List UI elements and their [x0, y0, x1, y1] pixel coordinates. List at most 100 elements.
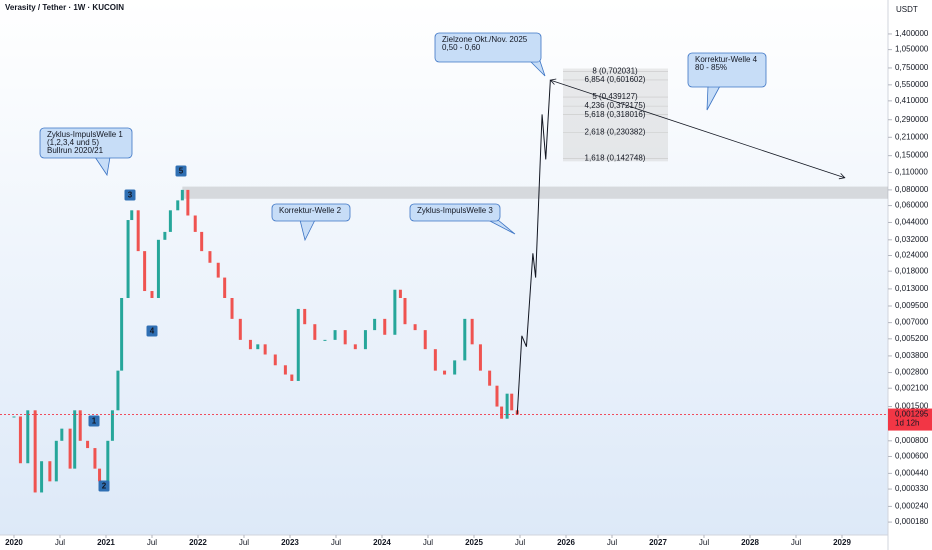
- y-tick-label: 0,005200: [895, 334, 929, 343]
- candle: [463, 318, 467, 361]
- x-tick-label: Jul: [699, 538, 709, 547]
- x-tick-label: Jul: [147, 538, 157, 547]
- y-tick-label: 0,150000: [895, 151, 929, 160]
- candle: [373, 318, 377, 331]
- callout-text: Zyklus-ImpulsWelle 1: [47, 130, 123, 139]
- axis-unit: USDT: [896, 5, 918, 14]
- candle: [230, 297, 234, 319]
- projection-line: [516, 80, 551, 415]
- wave-badge: [146, 325, 158, 337]
- resistance-zone: [182, 186, 888, 199]
- x-tick-label: Jul: [331, 538, 341, 547]
- x-tick-label: 2023: [281, 538, 299, 547]
- y-tick-label: 0,024000: [895, 251, 929, 260]
- y-tick-label: 0,018000: [895, 266, 929, 275]
- candle: [443, 370, 447, 375]
- wave-label: 5: [179, 167, 184, 176]
- fib-label: 5 (0,439127): [592, 92, 638, 101]
- candle: [33, 410, 37, 493]
- candle: [150, 291, 154, 298]
- candle: [413, 324, 417, 331]
- callout-cover: [489, 219, 497, 221]
- candle: [200, 231, 204, 252]
- fib-label: 5,618 (0,318016): [585, 110, 646, 119]
- candle: [323, 339, 327, 341]
- candle: [223, 277, 227, 298]
- x-tick-label: Jul: [607, 538, 617, 547]
- candle: [500, 406, 504, 419]
- candle: [12, 416, 16, 418]
- callout-box: [39, 127, 133, 159]
- y-tick-label: 0,000180: [895, 517, 929, 526]
- y-tick-label: 0,001500: [895, 402, 929, 411]
- candle: [296, 308, 300, 381]
- countdown: 1d 12h: [895, 419, 919, 428]
- fib-label: 2,618 (0,230382): [585, 127, 646, 136]
- candle: [353, 344, 357, 350]
- x-tick-label: 2025: [465, 538, 483, 547]
- y-tick-label: 0,550000: [895, 80, 929, 89]
- candle: [510, 393, 514, 411]
- callout-cover: [709, 85, 719, 87]
- candle: [120, 297, 124, 371]
- candle: [273, 354, 277, 366]
- y-tick-label: 1,050000: [895, 45, 929, 54]
- last-price-tag: [888, 408, 932, 431]
- callout-box: [434, 32, 542, 63]
- candle: [78, 410, 82, 441]
- candle: [216, 262, 220, 278]
- y-tick-label: 0,410000: [895, 96, 929, 105]
- candle: [136, 210, 140, 252]
- candle: [263, 344, 267, 355]
- candle: [303, 308, 307, 325]
- candle: [383, 318, 387, 335]
- candle: [116, 370, 120, 411]
- candle: [248, 339, 252, 350]
- y-tick-label: 0,002800: [895, 368, 929, 377]
- callout-cover: [96, 156, 109, 158]
- x-tick-label: 2020: [5, 538, 23, 547]
- callout-text: Zyklus-ImpulsWelle 3: [417, 206, 493, 215]
- candle: [398, 289, 402, 298]
- candle: [403, 297, 407, 325]
- fib-label: 4,236 (0,372175): [585, 101, 646, 110]
- candle: [54, 440, 58, 482]
- chart-title: Verasity / Tether · 1W · KUCOIN: [5, 3, 124, 12]
- callout-box: [687, 52, 767, 88]
- candle: [48, 461, 52, 482]
- fib-label: 6,854 (0,601602): [585, 75, 646, 84]
- callout-box: [409, 203, 501, 222]
- wave-label: 3: [128, 191, 133, 200]
- candle: [478, 344, 482, 371]
- x-tick-label: Jul: [515, 538, 525, 547]
- candle: [256, 344, 260, 350]
- arrow-head: [549, 78, 557, 85]
- x-tick-label: 2022: [189, 538, 207, 547]
- callout-cover: [531, 60, 539, 62]
- candle: [186, 189, 190, 216]
- candle: [208, 251, 212, 263]
- callout-pointer: [706, 85, 721, 111]
- candle: [26, 410, 30, 464]
- candle: [98, 468, 102, 482]
- candle: [333, 330, 337, 340]
- x-tick-label: Jul: [239, 538, 249, 547]
- y-tick-label: 0,000800: [895, 436, 929, 445]
- callout-text: (1,2,3,4 und 5): [47, 138, 99, 147]
- candle: [156, 239, 160, 298]
- callout-text: Korrektur-Welle 4: [695, 55, 758, 64]
- callout-cover: [301, 219, 314, 221]
- y-tick-label: 0,000600: [895, 452, 929, 461]
- candle: [453, 360, 457, 375]
- y-tick-label: 0,009500: [895, 301, 929, 310]
- candle: [193, 215, 197, 232]
- x-tick-label: 2021: [97, 538, 115, 547]
- candle: [86, 440, 90, 449]
- candle: [238, 318, 242, 340]
- arrow-head: [838, 173, 846, 180]
- candle: [143, 251, 147, 292]
- candle: [313, 324, 317, 340]
- candle: [433, 349, 437, 371]
- candle: [110, 410, 114, 441]
